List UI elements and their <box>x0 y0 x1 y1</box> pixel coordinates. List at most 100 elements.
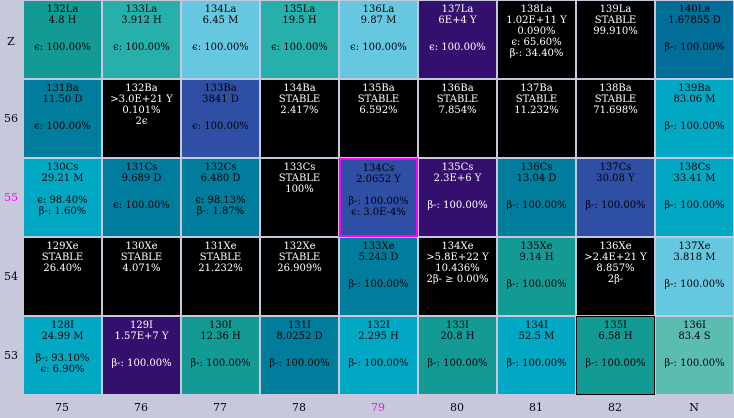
nuclide-name: 134Xe <box>441 241 474 252</box>
nuclide-cell-131i[interactable]: 131I 8.0252 D β-: 100.00% <box>260 316 339 395</box>
nuclide-name: 138La <box>520 4 553 15</box>
nuclide-name: 131Xe <box>204 241 237 252</box>
nuclide-cell-132xe[interactable]: 132Xe STABLE 26.909% <box>260 237 339 316</box>
nuclide-cell-139ba[interactable]: 139Ba 83.06 M β-: 100.00% <box>655 79 734 158</box>
decay-mode: β-: 1.87% <box>196 206 245 217</box>
nuclide-name: 132La <box>46 4 79 15</box>
nuclide-cell-134ba[interactable]: 134Ba STABLE 2.417% <box>260 79 339 158</box>
nuclide-cell-138ba[interactable]: 138Ba STABLE 71.698% <box>576 79 655 158</box>
nuclide-info: 139Ba 83.06 M <box>656 83 733 105</box>
nuclide-cell-132la[interactable]: 132La 4.8 H ϵ: 100.00% <box>23 0 102 79</box>
nuclide-cell-134xe[interactable]: 134Xe >5.8E+22 Y 10.436% 2β- ≥ 0.00% <box>418 237 497 316</box>
nuclide-cell-134la[interactable]: 134La 6.45 M ϵ: 100.00% <box>181 0 260 79</box>
nuclide-info: 130Cs 29.21 M <box>24 162 101 184</box>
nuclide-info: 135Cs 2.3E+6 Y <box>419 162 496 184</box>
nuclide-info: 131Xe STABLE 21.232% <box>182 241 259 274</box>
nuclide-info: 138Cs 33.41 M <box>656 162 733 184</box>
nuclide-info: 140La 1.67855 D <box>656 4 733 26</box>
nuclide-cell-135xe[interactable]: 135Xe 9.14 H β-: 100.00% <box>497 237 576 316</box>
nuclide-cell-139la[interactable]: 139La STABLE 99.910% <box>576 0 655 79</box>
nuclide-cell-133i[interactable]: 133I 20.8 H β-: 100.00% <box>418 316 497 395</box>
nuclide-cell-131xe[interactable]: 131Xe STABLE 21.232% <box>181 237 260 316</box>
half-life: 2.0652 Y <box>356 174 401 185</box>
nuclide-cell-137xe[interactable]: 137Xe 3.818 M β-: 100.00% <box>655 237 734 316</box>
decay-mode: β-: 100.00% <box>111 358 172 369</box>
half-life: 2.295 H <box>358 331 399 342</box>
nuclide-cell-133ba[interactable]: 133Ba 3841 D ϵ: 100.00% <box>181 79 260 158</box>
abundance-text: 8.857% <box>596 263 635 274</box>
decay-modes: ϵ: 98.40% β-: 1.60% <box>24 195 101 217</box>
nuclide-name: 132Cs <box>204 162 237 173</box>
nuclide-cell-130i[interactable]: 130I 12.36 H β-: 100.00% <box>181 316 260 395</box>
decay-mode: ϵ: 3.0E-4% <box>351 207 406 218</box>
decay-mode: β-: 100.00% <box>585 200 646 211</box>
decay-modes: β-: 100.00% <box>656 200 733 211</box>
nuclide-cell-137ba[interactable]: 137Ba STABLE 11.232% <box>497 79 576 158</box>
nuclide-cell-135i[interactable]: 135I 6.58 H β-: 100.00% <box>576 316 655 395</box>
decay-modes: β-: 100.00% <box>498 358 575 369</box>
half-life: 1.57E+7 Y <box>114 331 169 342</box>
nuclide-cell-134cs[interactable]: 134Cs 2.0652 Y β-: 100.00% ϵ: 3.0E-4% <box>339 158 418 237</box>
nuclide-cell-133xe[interactable]: 133Xe 5.243 D β-: 100.00% <box>339 237 418 316</box>
nuclide-cell-129i[interactable]: 129I 1.57E+7 Y β-: 100.00% <box>102 316 181 395</box>
nuclide-cell-138la[interactable]: 138La 1.02E+11 Y 0.090% ϵ: 65.60% β-: 34.40% <box>497 0 576 79</box>
decay-mode: ϵ: 100.00% <box>192 42 249 53</box>
decay-modes: β-: 100.00% <box>103 358 180 369</box>
nuclide-cell-133la[interactable]: 133La 3.912 H ϵ: 100.00% <box>102 0 181 79</box>
nuclide-info: 129Xe STABLE 26.40% <box>24 241 101 274</box>
nuclide-cell-132i[interactable]: 132I 2.295 H β-: 100.00% <box>339 316 418 395</box>
nuclide-cell-135la[interactable]: 135La 19.5 H ϵ: 100.00% <box>260 0 339 79</box>
nuclide-cell-130xe[interactable]: 130Xe STABLE 4.071% <box>102 237 181 316</box>
nuclide-cell-138cs[interactable]: 138Cs 33.41 M β-: 100.00% <box>655 158 734 237</box>
nuclide-name: 137Ba <box>520 83 553 94</box>
nuclide-cell-135cs[interactable]: 135Cs 2.3E+6 Y β-: 100.00% <box>418 158 497 237</box>
nuclide-cell-140la[interactable]: 140La 1.67855 D β-: 100.00% <box>655 0 734 79</box>
half-life: STABLE <box>436 94 479 105</box>
nuclide-name: 132Ba <box>125 83 158 94</box>
decay-mode: β-: 100.00% <box>506 200 567 211</box>
nuclide-cell-137la[interactable]: 137La 6E+4 Y ϵ: 100.00% <box>418 0 497 79</box>
decay-modes: ϵ: 100.00% <box>103 42 180 53</box>
nuclide-cell-136ba[interactable]: 136Ba STABLE 7.854% <box>418 79 497 158</box>
half-life: 9.689 D <box>121 173 162 184</box>
decay-mode: β-: 100.00% <box>664 358 725 369</box>
y-axis-label: 55 <box>4 191 18 204</box>
decay-mode: ϵ: 65.60% <box>511 37 562 48</box>
decay-modes: β-: 100.00% <box>656 42 733 53</box>
nuclide-cell-131cs[interactable]: 131Cs 9.689 D ϵ: 100.00% <box>102 158 181 237</box>
abundance-text: 26.40% <box>43 263 82 274</box>
decay-mode: β-: 34.40% <box>509 48 564 59</box>
nuclide-cell-130cs[interactable]: 130Cs 29.21 M ϵ: 98.40% β-: 1.60% <box>23 158 102 237</box>
nuclide-cell-132ba[interactable]: 132Ba >3.0E+21 Y 0.101% 2ϵ <box>102 79 181 158</box>
half-life: 11.50 D <box>42 94 83 105</box>
nuclide-cell-137cs[interactable]: 137Cs 30.08 Y β-: 100.00% <box>576 158 655 237</box>
nuclide-cell-132cs[interactable]: 132Cs 6.480 D ϵ: 98.13% β-: 1.87% <box>181 158 260 237</box>
nuclide-cell-136xe[interactable]: 136Xe >2.4E+21 Y 8.857% 2β- <box>576 237 655 316</box>
nuclide-info: 136Xe >2.4E+21 Y 8.857% 2β- <box>577 241 654 285</box>
nuclide-cell-131ba[interactable]: 131Ba 11.50 D ϵ: 100.00% <box>23 79 102 158</box>
nuclide-cell-128i[interactable]: 128I 24.99 M β-: 93.10% ϵ: 6.90% <box>23 316 102 395</box>
nuclide-cell-134i[interactable]: 134I 52.5 M β-: 100.00% <box>497 316 576 395</box>
nuclide-cell-135ba[interactable]: 135Ba STABLE 6.592% <box>339 79 418 158</box>
nuclide-cell-129xe[interactable]: 129Xe STABLE 26.40% <box>23 237 102 316</box>
nuclide-name: 140La <box>678 4 711 15</box>
decay-mode: β-: 100.00% <box>506 279 567 290</box>
abundance-text: 99.910% <box>593 26 638 37</box>
nuclide-name: 135Ba <box>362 83 395 94</box>
nuclide-cell-136cs[interactable]: 136Cs 13.04 D β-: 100.00% <box>497 158 576 237</box>
half-life: STABLE <box>594 94 637 105</box>
decay-mode: β-: 100.00% <box>664 200 725 211</box>
decay-mode: ϵ: 6.90% <box>40 364 85 375</box>
decay-modes: ϵ: 98.13% β-: 1.87% <box>182 195 259 217</box>
y-axis-label: Z <box>7 35 15 48</box>
nuclide-info: 139La STABLE 99.910% <box>577 4 654 37</box>
decay-mode: ϵ: 100.00% <box>34 121 91 132</box>
nuclide-name: 138Ba <box>599 83 632 94</box>
nuclide-cell-136la[interactable]: 136La 9.87 M ϵ: 100.00% <box>339 0 418 79</box>
half-life: 6.480 D <box>200 173 241 184</box>
nuclide-cell-136i[interactable]: 136I 83.4 S β-: 100.00% <box>655 316 734 395</box>
decay-mode: β-: 1.60% <box>38 206 87 217</box>
nuclide-info: 133La 3.912 H <box>103 4 180 26</box>
nuclide-cell-133cs[interactable]: 133Cs STABLE 100% <box>260 158 339 237</box>
